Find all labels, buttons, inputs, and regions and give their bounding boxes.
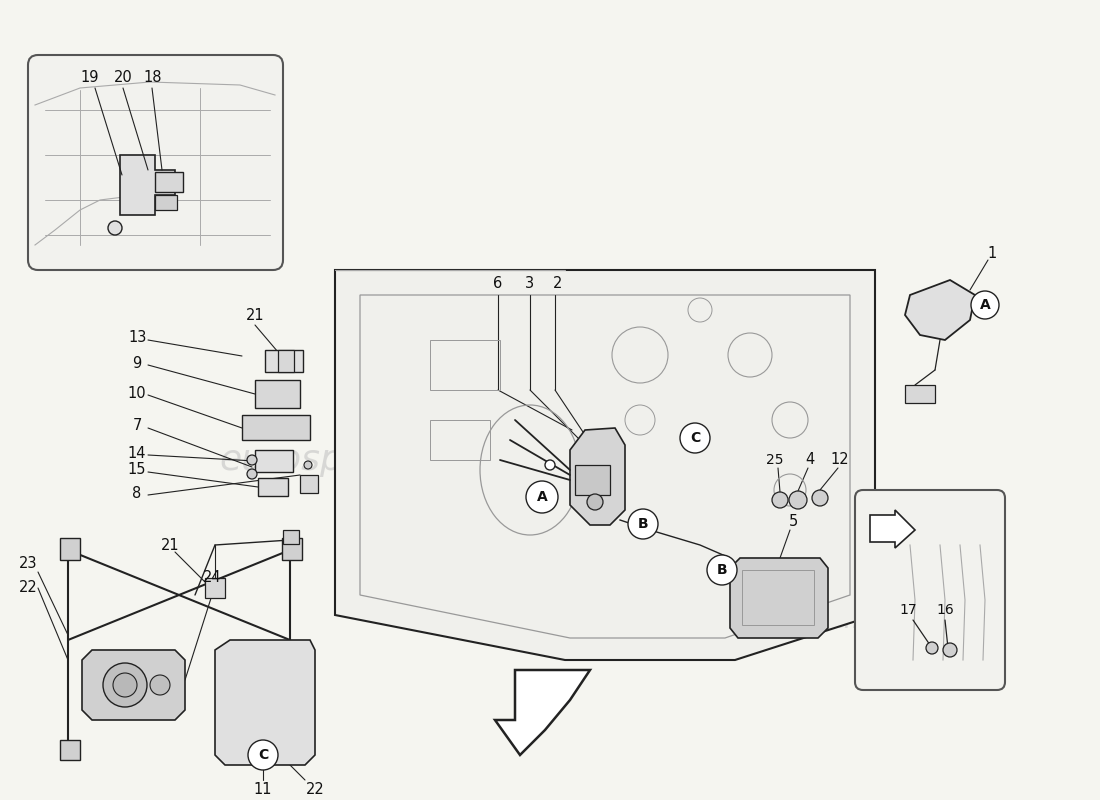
Text: 17: 17 <box>899 603 916 617</box>
Text: 20: 20 <box>113 70 132 86</box>
Circle shape <box>103 663 147 707</box>
Bar <box>905 385 935 403</box>
Text: 9: 9 <box>132 355 142 370</box>
Polygon shape <box>730 558 828 638</box>
Text: 2: 2 <box>553 275 563 290</box>
Bar <box>60 538 80 560</box>
FancyBboxPatch shape <box>28 55 283 270</box>
Text: 18: 18 <box>144 70 163 86</box>
Text: 25: 25 <box>767 453 783 467</box>
Circle shape <box>248 455 257 465</box>
Circle shape <box>304 461 312 469</box>
Text: 1: 1 <box>988 246 997 261</box>
Text: 3: 3 <box>526 275 535 290</box>
Polygon shape <box>905 280 975 340</box>
Text: 6: 6 <box>494 275 503 290</box>
Text: 23: 23 <box>19 557 37 571</box>
Text: 4: 4 <box>805 453 815 467</box>
Bar <box>278 350 294 372</box>
Bar <box>60 740 80 760</box>
Circle shape <box>580 480 590 490</box>
Bar <box>282 538 303 560</box>
Bar <box>282 740 303 760</box>
Circle shape <box>812 490 828 506</box>
Bar <box>265 350 302 372</box>
Text: 13: 13 <box>129 330 147 346</box>
Text: A: A <box>537 490 548 504</box>
Circle shape <box>628 509 658 539</box>
Text: 22: 22 <box>306 782 324 798</box>
Bar <box>430 340 500 390</box>
Text: 11: 11 <box>254 782 273 798</box>
Circle shape <box>680 423 710 453</box>
Bar <box>242 415 310 440</box>
Circle shape <box>926 642 938 654</box>
Text: eurospares: eurospares <box>649 363 851 397</box>
Text: 10: 10 <box>128 386 146 401</box>
Text: 21: 21 <box>161 538 179 553</box>
Circle shape <box>526 481 558 513</box>
FancyBboxPatch shape <box>855 490 1005 690</box>
Text: 24: 24 <box>202 570 221 586</box>
Bar <box>575 465 611 495</box>
Bar <box>430 420 490 460</box>
Text: 8: 8 <box>132 486 142 501</box>
Text: C: C <box>257 748 268 762</box>
Text: 21: 21 <box>245 307 264 322</box>
Text: 12: 12 <box>830 453 849 467</box>
Circle shape <box>587 494 603 510</box>
Polygon shape <box>570 428 625 525</box>
Circle shape <box>113 673 138 697</box>
Polygon shape <box>870 510 915 548</box>
Text: 14: 14 <box>128 446 146 461</box>
Circle shape <box>971 291 999 319</box>
Bar <box>205 578 225 598</box>
Polygon shape <box>82 650 185 720</box>
Bar <box>155 195 177 210</box>
Bar <box>258 478 288 496</box>
Polygon shape <box>120 155 175 215</box>
Text: B: B <box>717 563 727 577</box>
Circle shape <box>248 469 257 479</box>
Polygon shape <box>336 270 874 660</box>
Bar <box>300 475 318 493</box>
Circle shape <box>707 555 737 585</box>
Circle shape <box>150 675 170 695</box>
Polygon shape <box>495 670 590 755</box>
Circle shape <box>789 491 807 509</box>
Text: eurospares: eurospares <box>815 606 986 634</box>
Text: 19: 19 <box>80 70 99 86</box>
Text: 5: 5 <box>789 514 797 530</box>
Polygon shape <box>214 640 315 765</box>
Bar <box>255 450 293 472</box>
Circle shape <box>943 643 957 657</box>
Bar <box>283 530 299 544</box>
Text: eurospares: eurospares <box>219 443 421 477</box>
Circle shape <box>544 460 556 470</box>
Circle shape <box>772 492 788 508</box>
Circle shape <box>108 221 122 235</box>
Text: B: B <box>638 517 648 531</box>
Text: 16: 16 <box>936 603 954 617</box>
Text: 22: 22 <box>19 581 37 595</box>
Text: 15: 15 <box>128 462 146 478</box>
Bar <box>742 570 814 625</box>
Text: C: C <box>690 431 700 445</box>
Circle shape <box>248 740 278 770</box>
Bar <box>255 380 300 408</box>
Text: A: A <box>980 298 990 312</box>
Bar <box>155 172 183 192</box>
Text: 7: 7 <box>132 418 142 434</box>
